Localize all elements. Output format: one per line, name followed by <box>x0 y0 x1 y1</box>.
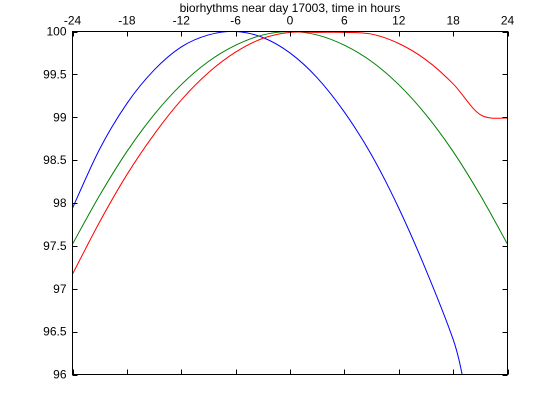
x-tick-label: 18 <box>446 14 460 28</box>
plot-area <box>72 31 508 375</box>
y-tick-label: 99 <box>53 110 67 124</box>
x-tick-label: -18 <box>118 14 136 28</box>
x-tick-label: -12 <box>173 14 191 28</box>
tick-layer <box>72 31 509 376</box>
x-tick-label: 6 <box>341 14 348 28</box>
y-tick-label: 96 <box>53 368 67 382</box>
chart-title: biorhythms near day 17003, time in hours <box>179 1 401 15</box>
series-line-2 <box>72 31 508 245</box>
plot-frame <box>72 31 508 375</box>
x-tick-label: -6 <box>230 14 241 28</box>
x-tick-label: 24 <box>501 14 515 28</box>
y-tick-label: 100 <box>46 25 66 39</box>
y-tick-label: 98 <box>53 196 67 210</box>
x-tick-label: 0 <box>287 14 294 28</box>
y-tick-label: 97 <box>53 282 67 296</box>
series-line-1 <box>72 31 463 375</box>
x-tick-label: -24 <box>64 14 82 28</box>
label-layer: -24 -18 -12 -6 0 6 12 18 24 96 96.5 97 97.5 98 98.5 99 9… <box>43 14 514 382</box>
x-tick-label: 12 <box>392 14 406 28</box>
y-tick-label: 97.5 <box>43 239 67 253</box>
y-tick-label: 99.5 <box>43 67 67 81</box>
y-tick-label: 98.5 <box>43 153 67 167</box>
y-tick-label: 96.5 <box>43 325 67 339</box>
